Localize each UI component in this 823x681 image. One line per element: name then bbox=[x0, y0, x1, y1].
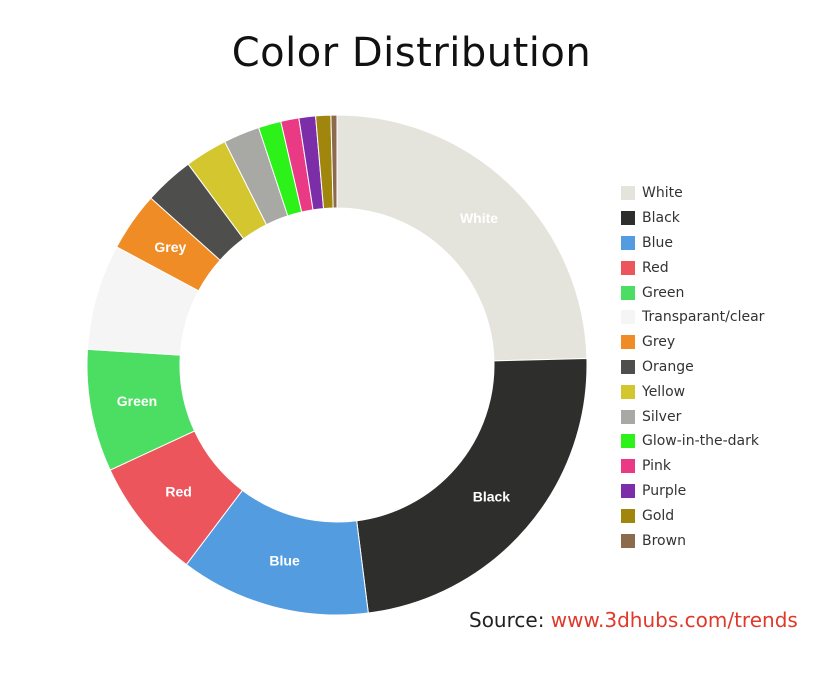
chart-legend: White Black Blue Red Green Transparant/clear G… bbox=[621, 181, 764, 553]
source-note: Source: www.3dhubs.com/trends bbox=[469, 608, 798, 632]
legend-label: Black bbox=[642, 210, 680, 227]
legend-item-purple[interactable]: Purple bbox=[621, 479, 764, 504]
legend-swatch bbox=[621, 335, 635, 350]
legend-label: White bbox=[642, 185, 683, 202]
legend-label: Glow-in-the-dark bbox=[642, 433, 759, 450]
legend-swatch bbox=[621, 533, 635, 548]
slice-label-green: Green bbox=[117, 393, 157, 409]
legend-label: Brown bbox=[642, 532, 686, 549]
legend-item-pink[interactable]: Pink bbox=[621, 454, 764, 479]
slice-brown[interactable] bbox=[330, 114, 338, 209]
legend-swatch bbox=[621, 211, 635, 226]
legend-swatch bbox=[621, 483, 635, 498]
legend-swatch bbox=[621, 459, 635, 474]
legend-label: Orange bbox=[642, 358, 694, 375]
slice-label-black: Black bbox=[473, 488, 511, 504]
chart-title: Color Distribution bbox=[231, 30, 592, 76]
legend-item-grey[interactable]: Grey bbox=[621, 330, 764, 355]
legend-item-orange[interactable]: Orange bbox=[621, 355, 764, 380]
slice-black[interactable] bbox=[356, 357, 588, 614]
legend-item-white[interactable]: White bbox=[621, 181, 764, 206]
legend-label: Yellow bbox=[642, 383, 686, 400]
legend-swatch bbox=[621, 384, 635, 399]
legend-item-brown[interactable]: Brown bbox=[621, 528, 764, 553]
slice-label-blue: Blue bbox=[269, 552, 300, 568]
legend-swatch bbox=[621, 409, 635, 424]
legend-swatch bbox=[621, 434, 635, 449]
legend-swatch bbox=[621, 260, 635, 275]
legend-label: Silver bbox=[642, 408, 682, 425]
legend-swatch bbox=[621, 508, 635, 523]
legend-swatch bbox=[621, 359, 635, 374]
legend-item-blue[interactable]: Blue bbox=[621, 231, 764, 256]
slice-label-red: Red bbox=[165, 483, 191, 499]
legend-label: Red bbox=[642, 259, 669, 276]
legend-label: Green bbox=[642, 284, 685, 301]
slice-white[interactable] bbox=[336, 114, 588, 362]
legend-label: Gold bbox=[642, 507, 675, 524]
source-prefix: Source: bbox=[469, 608, 545, 632]
legend-item-yellow[interactable]: Yellow bbox=[621, 379, 764, 404]
legend-item-transparant-clear[interactable]: Transparant/clear bbox=[621, 305, 764, 330]
legend-item-silver[interactable]: Silver bbox=[621, 404, 764, 429]
legend-item-green[interactable]: Green bbox=[621, 280, 764, 305]
legend-swatch bbox=[621, 285, 635, 300]
legend-item-glow-in-the-dark[interactable]: Glow-in-the-dark bbox=[621, 429, 764, 454]
legend-label: Blue bbox=[642, 234, 673, 251]
source-link[interactable]: www.3dhubs.com/trends bbox=[550, 608, 798, 632]
legend-label: Purple bbox=[642, 482, 687, 499]
legend-swatch bbox=[621, 235, 635, 250]
legend-item-gold[interactable]: Gold bbox=[621, 503, 764, 528]
legend-swatch bbox=[621, 186, 635, 201]
legend-item-red[interactable]: Red bbox=[621, 255, 764, 280]
slice-label-grey: Grey bbox=[154, 239, 186, 255]
slice-label-white: White bbox=[460, 210, 498, 226]
legend-label: Transparant/clear bbox=[642, 309, 765, 326]
legend-label: Grey bbox=[642, 334, 676, 351]
legend-item-black[interactable]: Black bbox=[621, 206, 764, 231]
legend-swatch bbox=[621, 310, 635, 325]
legend-label: Pink bbox=[642, 458, 672, 475]
